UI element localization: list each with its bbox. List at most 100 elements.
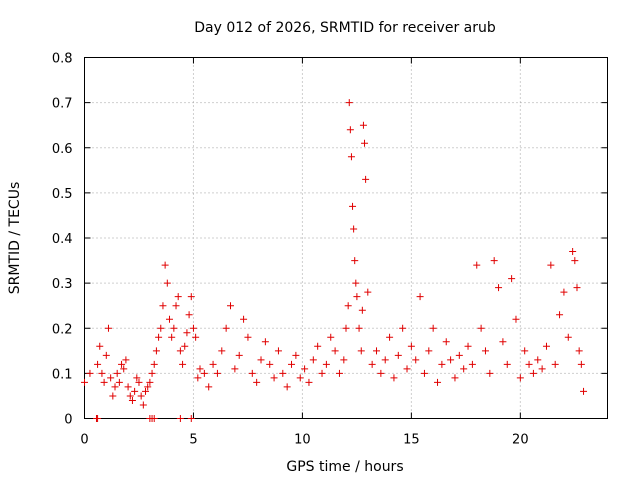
data-point	[335, 369, 343, 377]
data-point	[342, 324, 350, 332]
data-point	[451, 374, 459, 382]
data-point	[266, 360, 274, 368]
data-point	[381, 356, 389, 364]
data-point	[345, 99, 353, 107]
data-point	[542, 342, 550, 350]
data-point	[560, 288, 568, 296]
x-axis-label: GPS time / hours	[286, 459, 403, 475]
data-point	[192, 333, 200, 341]
data-point	[346, 126, 354, 134]
data-point	[189, 324, 197, 332]
data-point	[274, 347, 282, 355]
data-point	[322, 360, 330, 368]
data-point	[183, 329, 191, 337]
data-point	[235, 351, 243, 359]
y-tick-label: 0.6	[52, 142, 73, 157]
data-point	[107, 374, 115, 382]
data-point	[412, 356, 420, 364]
data-point	[296, 374, 304, 382]
data-point	[118, 360, 126, 368]
data-point	[194, 374, 202, 382]
data-point	[244, 333, 252, 341]
data-point	[538, 365, 546, 373]
data-point	[205, 383, 213, 391]
data-point	[168, 333, 176, 341]
data-point	[253, 378, 261, 386]
data-point	[270, 374, 278, 382]
data-point	[473, 261, 481, 269]
data-point	[352, 279, 360, 287]
data-point	[305, 378, 313, 386]
data-point	[257, 356, 265, 364]
data-point	[564, 333, 572, 341]
data-point	[181, 342, 189, 350]
data-point	[148, 369, 156, 377]
data-point	[142, 387, 150, 395]
data-point	[464, 342, 472, 350]
data-point	[163, 279, 171, 287]
data-point	[176, 415, 184, 422]
data-point	[416, 293, 424, 301]
data-point	[231, 365, 239, 373]
data-point	[394, 351, 402, 359]
data-point	[185, 311, 193, 319]
data-point	[111, 383, 119, 391]
data-point	[347, 153, 355, 161]
data-point	[447, 356, 455, 364]
data-point	[283, 383, 291, 391]
data-point	[301, 365, 309, 373]
data-point	[534, 356, 542, 364]
data-point	[357, 347, 365, 355]
x-tick-label: 5	[189, 433, 197, 448]
data-point	[144, 383, 152, 391]
data-point	[115, 378, 123, 386]
data-point	[368, 360, 376, 368]
data-point	[351, 257, 359, 265]
data-point	[109, 392, 117, 400]
data-point	[86, 369, 94, 377]
data-point	[331, 347, 339, 355]
data-point	[124, 383, 132, 391]
data-point	[575, 347, 583, 355]
data-point	[429, 324, 437, 332]
data-point	[547, 261, 555, 269]
data-point	[100, 378, 108, 386]
data-point	[407, 342, 415, 350]
data-point	[499, 338, 507, 346]
data-point	[525, 360, 533, 368]
data-point	[486, 369, 494, 377]
data-point	[157, 324, 165, 332]
data-point	[113, 369, 121, 377]
y-tick-label: 0	[64, 413, 72, 428]
data-point	[573, 284, 581, 292]
x-tick-label: 10	[294, 433, 311, 448]
data-point	[373, 347, 381, 355]
data-point	[318, 369, 326, 377]
data-point	[340, 356, 348, 364]
data-point	[122, 356, 130, 364]
data-point	[222, 324, 230, 332]
data-point	[179, 360, 187, 368]
data-point	[94, 415, 102, 422]
data-point	[350, 225, 358, 233]
data-point	[126, 392, 134, 400]
data-point	[314, 342, 322, 350]
data-point	[490, 257, 498, 265]
x-tick-label: 0	[80, 433, 88, 448]
data-point	[508, 275, 516, 283]
data-points	[81, 99, 588, 422]
data-point	[349, 202, 357, 210]
data-point	[442, 338, 450, 346]
data-point	[390, 374, 398, 382]
data-point	[94, 360, 102, 368]
data-point	[425, 347, 433, 355]
data-point	[403, 365, 411, 373]
data-point	[139, 401, 147, 409]
data-point	[571, 257, 579, 265]
data-point	[434, 378, 442, 386]
data-point	[292, 351, 300, 359]
data-point	[150, 360, 158, 368]
chart-title: Day 012 of 2026, SRMTID for receiver aru…	[194, 20, 496, 36]
y-tick-label: 0.2	[52, 322, 73, 337]
data-point	[468, 360, 476, 368]
